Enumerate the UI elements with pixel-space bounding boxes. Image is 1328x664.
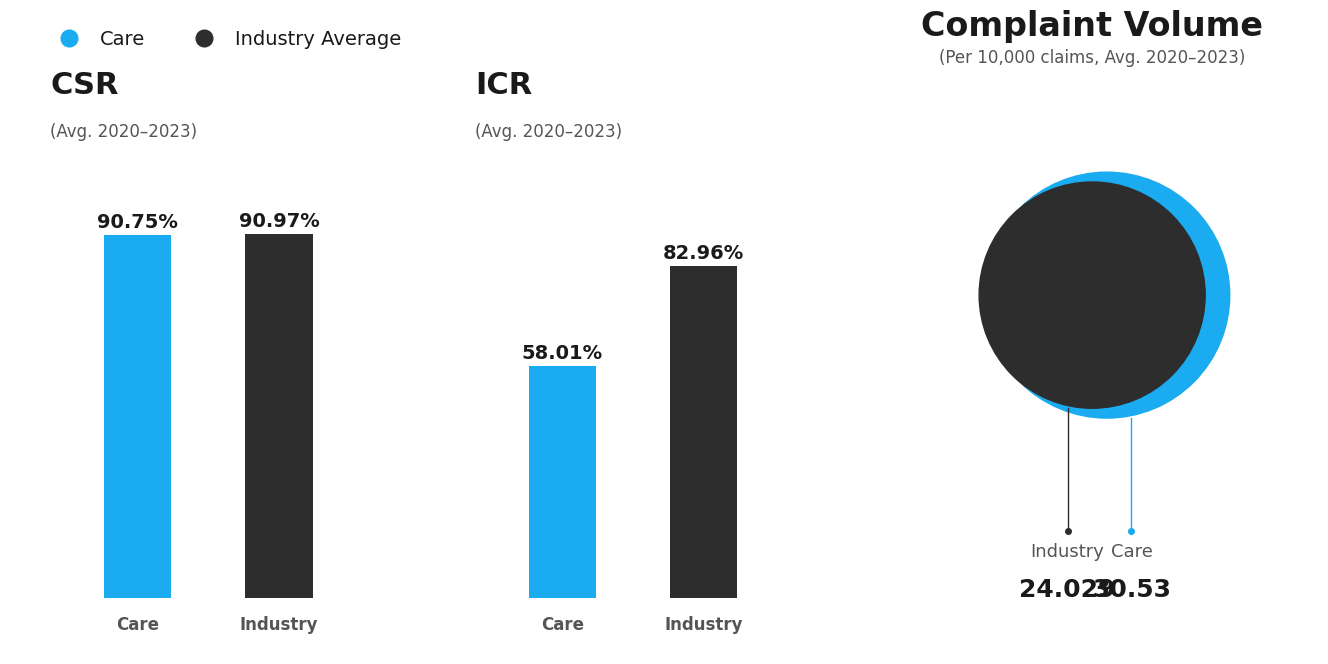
Text: 30.53: 30.53 <box>1092 578 1171 602</box>
Text: (Avg. 2020–2023): (Avg. 2020–2023) <box>475 123 623 141</box>
Text: Industry: Industry <box>239 616 319 633</box>
Text: Industry: Industry <box>664 616 744 633</box>
Text: Industry: Industry <box>1031 544 1105 562</box>
Text: Care: Care <box>1110 544 1153 562</box>
Text: 58.01%: 58.01% <box>522 343 603 363</box>
Text: (Avg. 2020–2023): (Avg. 2020–2023) <box>50 123 198 141</box>
Text: Complaint Volume: Complaint Volume <box>922 10 1263 43</box>
Bar <box>529 366 596 598</box>
Bar <box>246 234 312 598</box>
Circle shape <box>984 172 1230 418</box>
Circle shape <box>979 182 1206 408</box>
Text: CSR: CSR <box>50 71 120 100</box>
Bar <box>671 266 737 598</box>
Text: (Per 10,000 claims, Avg. 2020–2023): (Per 10,000 claims, Avg. 2020–2023) <box>939 49 1246 67</box>
Text: ICR: ICR <box>475 71 533 100</box>
Text: 90.75%: 90.75% <box>97 212 178 232</box>
Text: 82.96%: 82.96% <box>663 244 745 263</box>
Text: Care: Care <box>116 616 159 633</box>
Text: Care: Care <box>540 616 584 633</box>
Text: 24.029: 24.029 <box>1020 578 1116 602</box>
Text: 90.97%: 90.97% <box>239 212 319 231</box>
Legend: Care, Industry Average: Care, Industry Average <box>49 30 401 48</box>
Bar <box>104 235 171 598</box>
